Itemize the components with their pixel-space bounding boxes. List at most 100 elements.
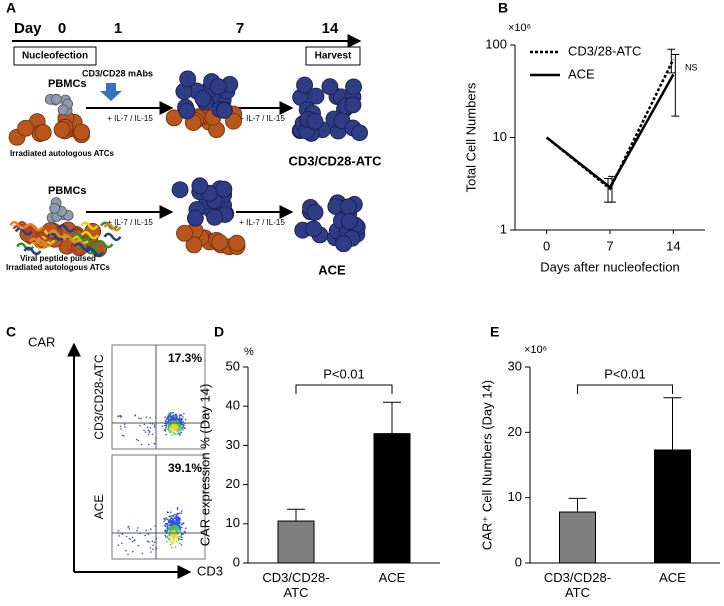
y-unit: % (244, 346, 254, 358)
peptide (66, 247, 85, 256)
peptide (9, 220, 28, 230)
dot (179, 535, 181, 538)
dot (176, 527, 178, 529)
dot (183, 530, 186, 533)
cell-cluster (176, 222, 246, 256)
day: 14 (322, 20, 339, 37)
y-axis-label: CAR⁺ Cell Numbers (Day 14) (479, 380, 494, 550)
dot (149, 547, 152, 549)
dot (171, 412, 173, 414)
dot (165, 516, 167, 519)
plot-name: CD3/CD28-ATC (92, 354, 106, 439)
cell (17, 119, 34, 137)
day: 1 (114, 20, 122, 37)
y-axis-label: Total Cell Numbers (463, 82, 478, 192)
dot (172, 518, 174, 520)
dot (127, 553, 129, 556)
dot (169, 537, 171, 539)
dot (178, 538, 181, 540)
x-tick-label: 14 (666, 238, 680, 253)
dot (164, 416, 167, 418)
y-tick-label: 20 (508, 424, 522, 439)
dot (168, 515, 171, 518)
peptide (48, 229, 67, 239)
box (305, 46, 361, 66)
dot (133, 539, 136, 542)
dot (168, 526, 171, 529)
peptide (23, 246, 42, 256)
dot (177, 429, 179, 432)
dot (180, 523, 183, 526)
dot (164, 536, 167, 538)
dot (171, 519, 174, 522)
dot (172, 524, 175, 527)
dot (164, 525, 167, 528)
dot (125, 549, 127, 552)
dot (177, 523, 180, 525)
dot (180, 426, 183, 429)
dot (131, 550, 134, 553)
peptide (14, 227, 33, 236)
dot (174, 429, 176, 431)
dot (178, 416, 181, 419)
dot (180, 544, 183, 546)
dot (178, 529, 181, 531)
dot (167, 425, 170, 428)
dot (174, 523, 176, 525)
dot (120, 428, 122, 430)
dot (138, 417, 140, 420)
dot (164, 420, 167, 423)
dot (169, 544, 172, 546)
cell (51, 93, 62, 105)
dot (178, 428, 181, 431)
peptide (25, 222, 44, 232)
cell (211, 233, 228, 251)
dot (153, 426, 156, 428)
dot (149, 528, 152, 530)
dot (164, 534, 166, 537)
dot (166, 535, 169, 538)
dot (174, 546, 177, 548)
dot (147, 433, 150, 436)
dot (167, 418, 170, 420)
dot (139, 424, 141, 427)
dot (166, 518, 168, 520)
x-tick-label: CD3/CD28-ATC (262, 570, 330, 600)
cell (225, 112, 242, 130)
dot (164, 530, 166, 532)
y-axis-label: CAR (28, 334, 55, 349)
dot (141, 552, 144, 555)
dot (170, 533, 173, 536)
y-unit: ×10⁶ (508, 22, 531, 34)
dot (119, 425, 122, 428)
cell (49, 202, 61, 214)
dot (161, 425, 164, 427)
y-tick-label: 0 (233, 554, 240, 569)
dot (146, 426, 149, 429)
dot (165, 523, 168, 526)
dot (169, 539, 172, 541)
dot (167, 421, 170, 423)
dot (180, 510, 183, 513)
dot (168, 537, 170, 540)
dot (173, 513, 176, 516)
dot (178, 432, 180, 435)
dot (171, 547, 173, 549)
peptide (72, 242, 92, 251)
dot (173, 432, 176, 435)
dot (137, 439, 140, 442)
series-line (545, 73, 675, 190)
dot (131, 540, 134, 543)
dot (180, 512, 183, 514)
y-tick-label: 30 (226, 437, 240, 452)
dot (165, 419, 167, 421)
y-tick-label: 10 (508, 489, 522, 504)
x-tick-label: 7 (606, 238, 613, 253)
cell (340, 213, 358, 230)
dot (177, 521, 180, 524)
cell (335, 235, 353, 253)
peptide (103, 222, 122, 232)
panel-label: E (490, 324, 499, 340)
dot (170, 419, 173, 422)
